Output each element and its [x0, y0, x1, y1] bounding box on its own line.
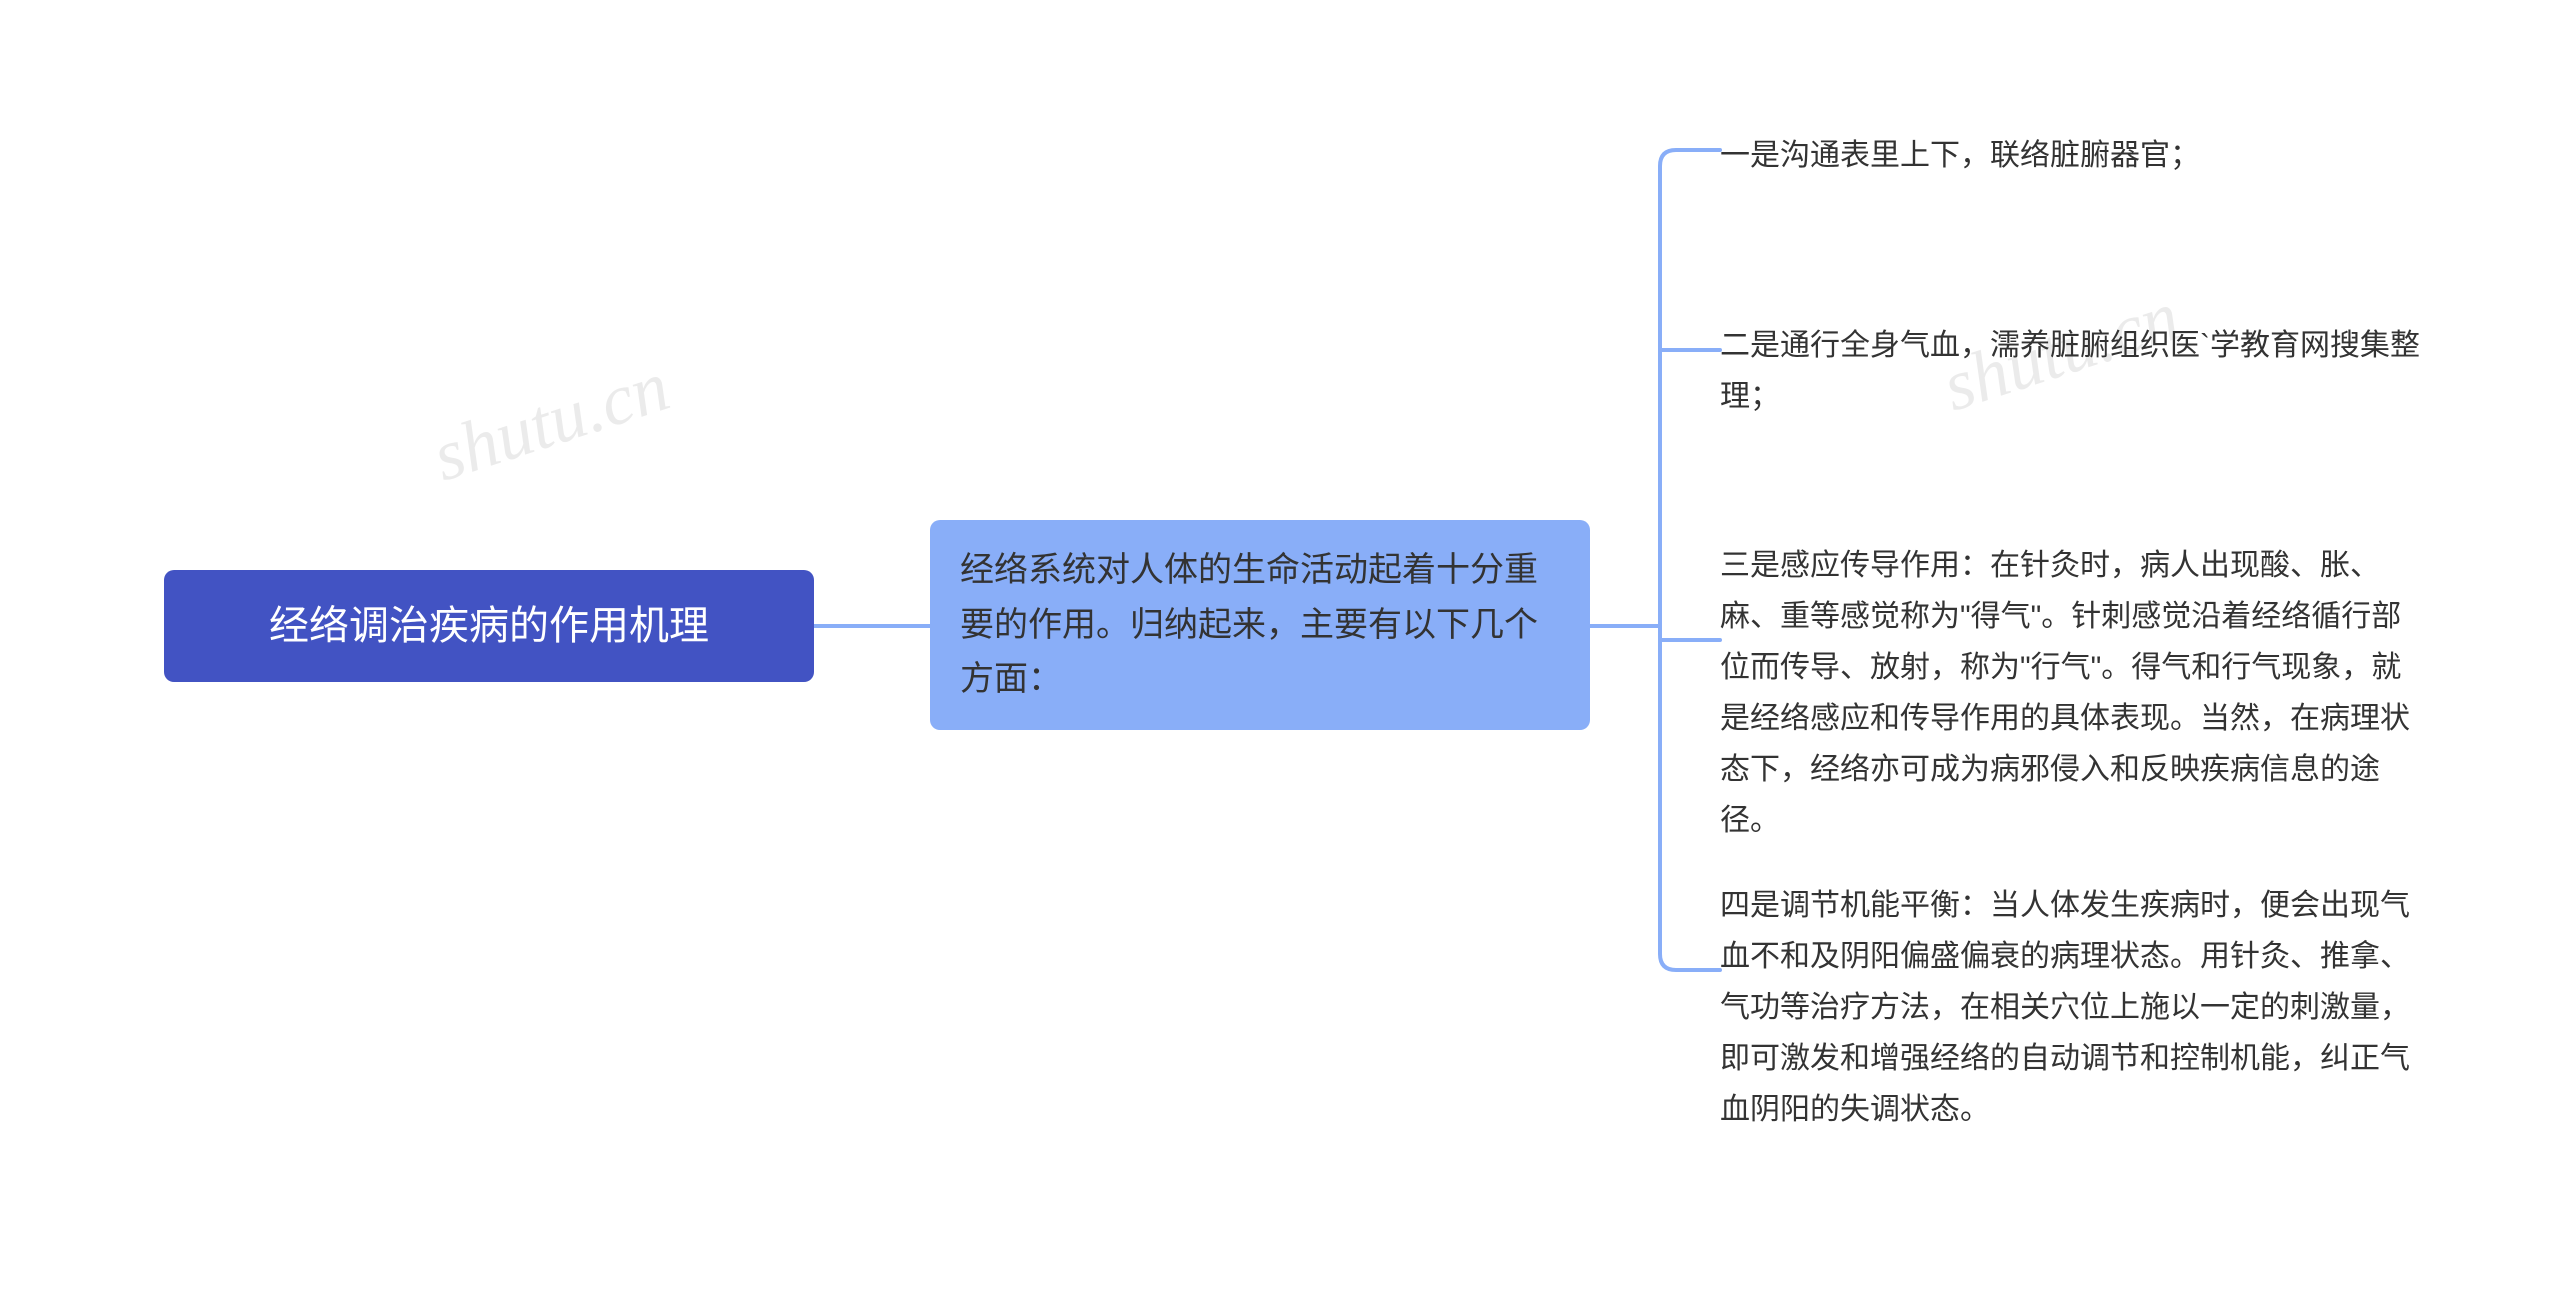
leaf-label: 三是感应传导作用：在针灸时，病人出现酸、胀、麻、重等感觉称为"得气"。针刺感觉沿…: [1720, 549, 2410, 837]
sub-node[interactable]: 经络系统对人体的生命活动起着十分重要的作用。归纳起来，主要有以下几个方面：: [930, 520, 1590, 730]
sub-label: 经络系统对人体的生命活动起着十分重要的作用。归纳起来，主要有以下几个方面：: [960, 543, 1560, 706]
leaf-label: 四是调节机能平衡：当人体发生疾病时，便会出现气血不和及阴阳偏盛偏衰的病理状态。用…: [1720, 889, 2410, 1126]
root-node[interactable]: 经络调治疾病的作用机理: [164, 570, 814, 682]
mindmap-canvas: shutu.cn shutu.cn 经络调治疾病的作用机理 经络系统对人体的生命…: [0, 0, 2560, 1305]
root-label: 经络调治疾病的作用机理: [269, 594, 709, 658]
leaf-node[interactable]: 一是沟通表里上下，联络脏腑器官；: [1720, 130, 2420, 181]
leaf-node[interactable]: 四是调节机能平衡：当人体发生疾病时，便会出现气血不和及阴阳偏盛偏衰的病理状态。用…: [1720, 880, 2420, 1135]
leaf-label: 一是沟通表里上下，联络脏腑器官；: [1720, 139, 2200, 172]
leaf-label: 二是通行全身气血，濡养脏腑组织医`学教育网搜集整理；: [1720, 329, 2420, 413]
leaf-node[interactable]: 三是感应传导作用：在针灸时，病人出现酸、胀、麻、重等感觉称为"得气"。针刺感觉沿…: [1720, 540, 2420, 846]
leaf-node[interactable]: 二是通行全身气血，濡养脏腑组织医`学教育网搜集整理；: [1720, 320, 2420, 422]
